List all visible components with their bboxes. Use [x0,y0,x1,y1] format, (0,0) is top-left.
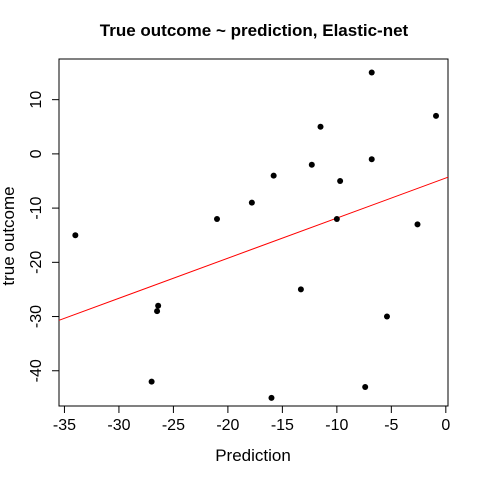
y-axis: -40 -30 -20 -10 0 10 [28,91,60,382]
y-tick-label: 10 [28,91,45,109]
y-tick-label: -10 [28,196,45,219]
chart-title: True outcome ~ prediction, Elastic-net [100,21,409,40]
x-tick-label: -5 [384,417,398,434]
y-tick-label: 0 [28,149,45,158]
data-point [368,69,375,76]
data-point [362,384,369,391]
data-point [337,177,344,184]
data-point [297,286,304,293]
data-point [148,378,155,385]
y-tick-label: -30 [28,305,45,328]
data-point [155,302,162,309]
x-tick-label: -10 [325,417,348,434]
data-point [317,123,324,130]
x-axis: -35 -30 -25 -20 -15 -10 -5 0 [53,405,450,434]
data-point [268,394,275,401]
data-point [414,221,421,228]
x-tick-label: -30 [107,417,130,434]
points-layer [72,69,440,401]
y-axis-label: true outcome [0,186,18,285]
x-axis-label: Prediction [215,446,291,465]
y-tick-label: -20 [28,251,45,274]
data-point [308,161,315,168]
fit-line-layer [58,176,449,321]
x-tick-label: -15 [271,417,294,434]
y-tick-label: -40 [28,359,45,382]
regression-line [58,176,449,321]
data-point [248,199,255,206]
x-tick-label: -25 [162,417,185,434]
data-point [154,308,161,315]
data-point [270,172,277,179]
data-point [333,215,340,222]
data-point [213,215,220,222]
data-point [368,156,375,163]
plot-frame [58,58,449,407]
data-point [433,112,440,119]
data-point [383,313,390,320]
x-tick-label: 0 [441,417,450,434]
x-tick-label: -35 [53,417,76,434]
data-point [72,232,79,239]
x-tick-label: -20 [216,417,239,434]
